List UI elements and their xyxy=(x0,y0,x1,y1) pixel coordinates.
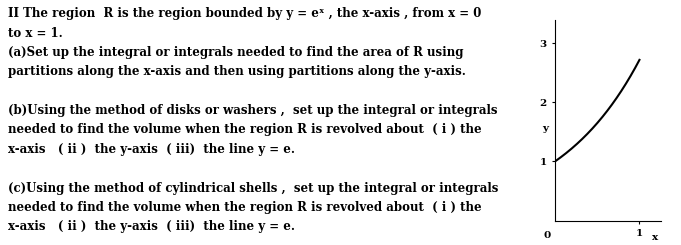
Text: partitions along the x-axis and then using partitions along the y-axis.: partitions along the x-axis and then usi… xyxy=(8,65,466,78)
Text: needed to find the volume when the region R is revolved about  ( i ) the: needed to find the volume when the regio… xyxy=(8,123,481,136)
Text: 0: 0 xyxy=(543,231,550,240)
Text: y: y xyxy=(542,124,548,134)
Text: (a)Set up the integral or integrals needed to find the area of R using: (a)Set up the integral or integrals need… xyxy=(8,46,464,59)
Text: x-axis   ( ii )  the y-axis  ( iii)  the line y = e.: x-axis ( ii ) the y-axis ( iii) the line… xyxy=(8,220,295,233)
Text: (c)Using the method of cylindrical shells ,  set up the integral or integrals: (c)Using the method of cylindrical shell… xyxy=(8,182,498,195)
Text: II The region  R is the region bounded by y = eˣ , the x-axis , from x = 0: II The region R is the region bounded by… xyxy=(8,7,481,20)
Text: x: x xyxy=(652,233,658,243)
Text: x-axis   ( ii )  the y-axis  ( iii)  the line y = e.: x-axis ( ii ) the y-axis ( iii) the line… xyxy=(8,143,295,156)
Text: to x = 1.: to x = 1. xyxy=(8,27,63,40)
Text: (b)Using the method of disks or washers ,  set up the integral or integrals: (b)Using the method of disks or washers … xyxy=(8,104,498,117)
Text: needed to find the volume when the region R is revolved about  ( i ) the: needed to find the volume when the regio… xyxy=(8,201,481,214)
